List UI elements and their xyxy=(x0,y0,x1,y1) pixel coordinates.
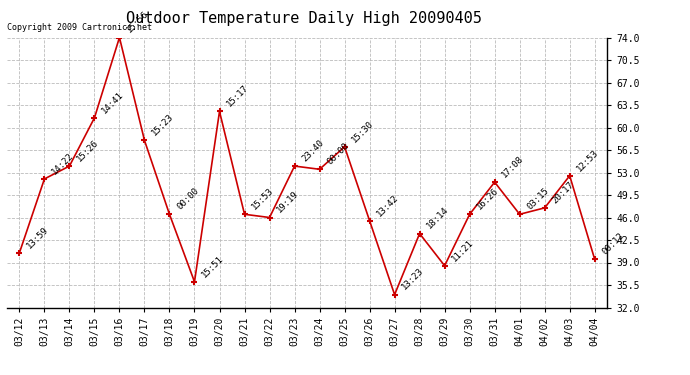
Text: 15:51: 15:51 xyxy=(200,254,226,279)
Text: 16:26: 16:26 xyxy=(475,186,500,211)
Text: 18:14: 18:14 xyxy=(425,206,451,231)
Text: Copyright 2009 Cartronics.net: Copyright 2009 Cartronics.net xyxy=(7,23,152,32)
Text: 19:19: 19:19 xyxy=(275,189,300,215)
Text: 15:17: 15:17 xyxy=(225,83,250,109)
Text: 14:22: 14:22 xyxy=(50,151,75,176)
Text: 23:40: 23:40 xyxy=(300,138,326,163)
Text: 00:00: 00:00 xyxy=(325,141,351,166)
Text: 15:26: 15:26 xyxy=(75,138,100,163)
Text: 13:23: 13:23 xyxy=(400,267,426,292)
Text: 17:08: 17:08 xyxy=(500,154,526,179)
Text: 12:53: 12:53 xyxy=(575,148,600,173)
Text: 03:15: 03:15 xyxy=(525,186,551,211)
Text: 15:23: 15:23 xyxy=(150,112,175,138)
Text: 15:56: 15:56 xyxy=(125,9,150,35)
Text: 15:53: 15:53 xyxy=(250,186,275,211)
Text: 00:00: 00:00 xyxy=(175,186,200,211)
Text: 14:41: 14:41 xyxy=(100,90,126,115)
Text: 00:12: 00:12 xyxy=(600,231,626,256)
Text: 20:17: 20:17 xyxy=(550,180,575,205)
Text: 11:21: 11:21 xyxy=(450,238,475,263)
Text: 15:30: 15:30 xyxy=(350,118,375,144)
Text: 13:59: 13:59 xyxy=(25,225,50,250)
Text: 13:42: 13:42 xyxy=(375,193,400,218)
Text: Outdoor Temperature Daily High 20090405: Outdoor Temperature Daily High 20090405 xyxy=(126,11,482,26)
